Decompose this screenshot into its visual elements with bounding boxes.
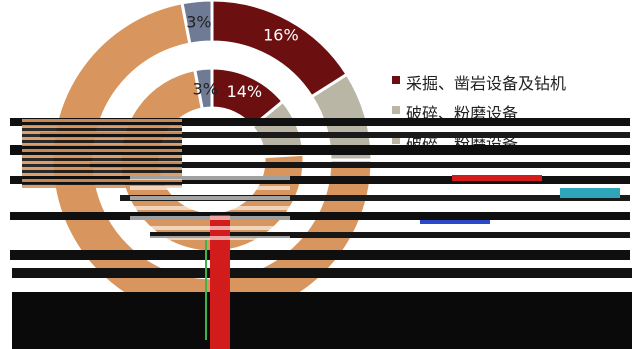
glitch-red-bar — [210, 215, 230, 349]
slice-inner-4 — [193, 66, 214, 111]
legend-label-1: 采掘、凿岩设备及钻机 — [406, 74, 566, 93]
glitch-white-rows — [130, 170, 290, 240]
legend-swatch-1 — [392, 76, 400, 84]
glitch-band-5 — [10, 176, 630, 184]
legend-swatch-2 — [392, 106, 400, 114]
glitch-band-7 — [10, 212, 630, 220]
label-inner-4: 3% — [193, 79, 218, 98]
glitch-band-2 — [40, 132, 630, 138]
glitch-block-bottom — [12, 292, 632, 349]
label-outer-4: 3% — [186, 13, 211, 32]
glitch-band-10 — [12, 268, 632, 278]
glitch-band-9 — [10, 250, 630, 260]
glitch-band-3 — [10, 145, 630, 155]
glitch-teal-accent — [560, 188, 620, 198]
slice-labels: 16% 3% 14% 3% — [186, 13, 298, 102]
glitch-band-6 — [120, 195, 630, 201]
glitch-band-8 — [150, 232, 630, 238]
glitch-blue-accent — [420, 220, 490, 224]
glitch-green-line — [205, 240, 207, 340]
label-inner-1: 14% — [227, 82, 263, 101]
legend-swatch-3 — [392, 136, 400, 144]
legend: 采掘、凿岩设备及钻机 破碎、粉磨设备 破碎、粉磨设备 — [392, 74, 566, 153]
glitch-band-1 — [10, 118, 630, 126]
glitch-band-4 — [90, 162, 630, 168]
glitch-red-accent — [452, 175, 542, 181]
slice-outer-4 — [180, 0, 214, 46]
label-outer-1: 16% — [263, 26, 299, 45]
